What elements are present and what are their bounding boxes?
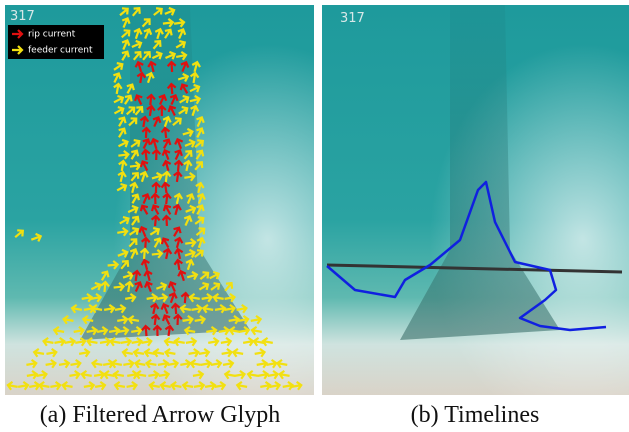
- frame-number: 317: [340, 11, 365, 26]
- panel-a: 317 rip current feeder current: [5, 5, 314, 395]
- frame-number: 317: [10, 9, 35, 24]
- legend-label: rip current: [28, 30, 76, 40]
- caption: (b) Timelines: [411, 402, 540, 428]
- figure: 317 rip current feeder current 317 (a) F…: [0, 0, 629, 432]
- legend-label: feeder current: [28, 46, 93, 56]
- panel-b: 317: [322, 5, 629, 395]
- caption: (a) Filtered Arrow Glyph: [40, 402, 281, 428]
